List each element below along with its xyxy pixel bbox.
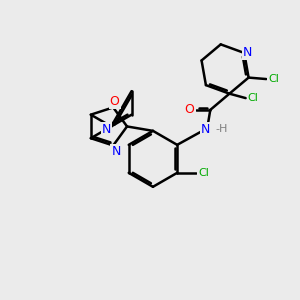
Text: Cl: Cl [248,93,258,103]
Text: Cl: Cl [268,74,279,84]
Text: Cl: Cl [198,168,209,178]
Text: -H: -H [215,124,228,134]
Text: O: O [185,103,195,116]
Text: O: O [110,95,120,108]
Text: N: N [102,123,112,136]
Text: N: N [201,122,211,136]
Text: N: N [243,46,253,59]
Text: N: N [112,145,121,158]
